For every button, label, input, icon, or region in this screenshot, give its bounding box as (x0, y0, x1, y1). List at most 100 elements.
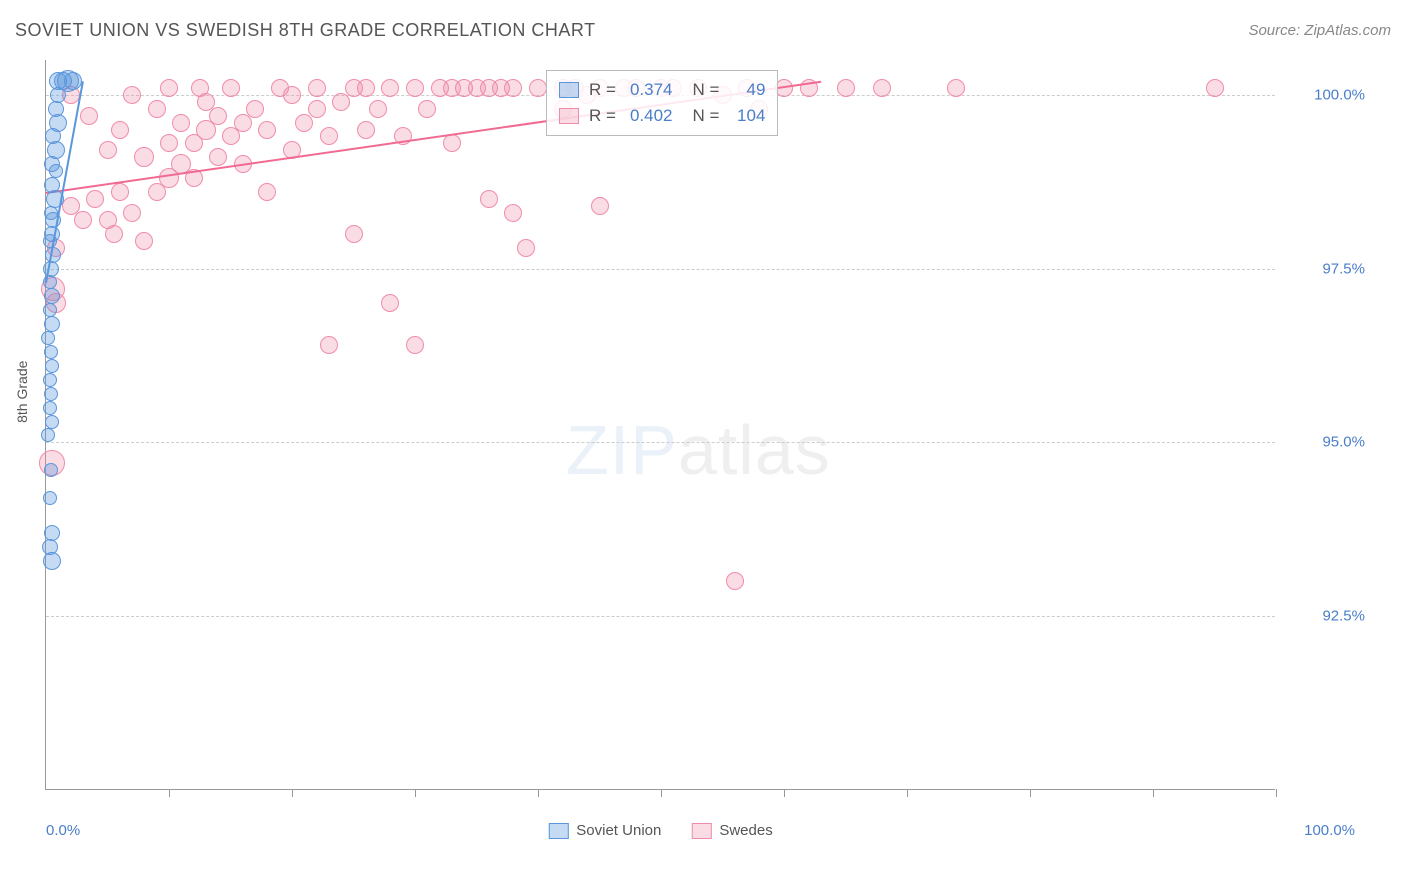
x-tick (1030, 789, 1031, 797)
stats-legend-row-swedes: R = 0.402 N = 104 (559, 103, 765, 129)
x-axis-min-label: 0.0% (46, 822, 80, 839)
data-point (74, 211, 92, 229)
data-point (111, 121, 129, 139)
data-point (283, 86, 301, 104)
data-point (41, 428, 55, 442)
chart-plot-area: ZIPatlas 0.0% 100.0% Soviet Union Swedes… (45, 60, 1275, 790)
swedes-r-value: 0.402 (630, 103, 673, 129)
x-tick (169, 789, 170, 797)
data-point (246, 100, 264, 118)
data-point (381, 79, 399, 97)
data-point (64, 72, 82, 90)
data-point (160, 79, 178, 97)
data-point (134, 147, 154, 167)
data-point (517, 239, 535, 257)
data-point (258, 121, 276, 139)
series-swatch-soviet (548, 823, 568, 839)
data-point (480, 190, 498, 208)
x-tick (1153, 789, 1154, 797)
gridline (46, 442, 1275, 443)
x-tick (538, 789, 539, 797)
data-point (873, 79, 891, 97)
series-legend-swedes: Swedes (691, 822, 772, 839)
y-axis-label: 8th Grade (14, 361, 30, 423)
legend-swatch-swedes (559, 108, 579, 124)
data-point (45, 359, 59, 373)
data-point (172, 114, 190, 132)
data-point (295, 114, 313, 132)
data-point (1206, 79, 1224, 97)
data-point (160, 134, 178, 152)
soviet-n-value: 49 (733, 77, 765, 103)
data-point (44, 316, 60, 332)
y-tick-label: 100.0% (1285, 86, 1365, 103)
stats-legend-row-soviet: R = 0.374 N = 49 (559, 77, 765, 103)
chart-title: SOVIET UNION VS SWEDISH 8TH GRADE CORREL… (15, 20, 596, 41)
data-point (43, 401, 57, 415)
data-point (209, 148, 227, 166)
data-point (80, 107, 98, 125)
data-point (135, 232, 153, 250)
n-label-2: N = (692, 103, 719, 129)
data-point (418, 100, 436, 118)
watermark: ZIPatlas (566, 410, 831, 490)
data-point (44, 345, 58, 359)
data-point (86, 190, 104, 208)
r-label-2: R = (589, 103, 616, 129)
chart-header: SOVIET UNION VS SWEDISH 8TH GRADE CORREL… (15, 20, 1391, 41)
gridline (46, 269, 1275, 270)
data-point (947, 79, 965, 97)
data-point (105, 225, 123, 243)
data-point (44, 463, 58, 477)
data-point (111, 183, 129, 201)
x-tick (661, 789, 662, 797)
data-point (44, 288, 60, 304)
n-label: N = (692, 77, 719, 103)
data-point (43, 552, 61, 570)
data-point (504, 79, 522, 97)
data-point (345, 225, 363, 243)
series-legend-soviet: Soviet Union (548, 822, 661, 839)
r-label: R = (589, 77, 616, 103)
data-point (43, 303, 57, 317)
data-point (381, 294, 399, 312)
data-point (45, 415, 59, 429)
data-point (222, 127, 240, 145)
data-point (357, 121, 375, 139)
soviet-r-value: 0.374 (630, 77, 673, 103)
stats-legend: R = 0.374 N = 49 R = 0.402 N = 104 (546, 70, 778, 136)
data-point (99, 141, 117, 159)
gridline (46, 616, 1275, 617)
data-point (123, 86, 141, 104)
data-point (258, 183, 276, 201)
series-label-swedes: Swedes (719, 822, 772, 839)
watermark-light: atlas (678, 411, 831, 489)
data-point (591, 197, 609, 215)
data-point (726, 572, 744, 590)
data-point (332, 93, 350, 111)
data-point (308, 100, 326, 118)
data-point (529, 79, 547, 97)
data-point (320, 336, 338, 354)
data-point (504, 204, 522, 222)
data-point (837, 79, 855, 97)
data-point (123, 204, 141, 222)
data-point (406, 336, 424, 354)
data-point (43, 261, 59, 277)
data-point (369, 100, 387, 118)
data-point (41, 331, 55, 345)
data-point (320, 127, 338, 145)
legend-swatch-soviet (559, 82, 579, 98)
x-tick (1276, 789, 1277, 797)
data-point (234, 114, 252, 132)
x-axis-max-label: 100.0% (1304, 822, 1355, 839)
x-tick (907, 789, 908, 797)
swedes-n-value: 104 (733, 103, 765, 129)
data-point (308, 79, 326, 97)
data-point (148, 100, 166, 118)
series-label-soviet: Soviet Union (576, 822, 661, 839)
data-point (43, 373, 57, 387)
y-tick-label: 92.5% (1285, 608, 1365, 625)
data-point (209, 107, 227, 125)
data-point (357, 79, 375, 97)
